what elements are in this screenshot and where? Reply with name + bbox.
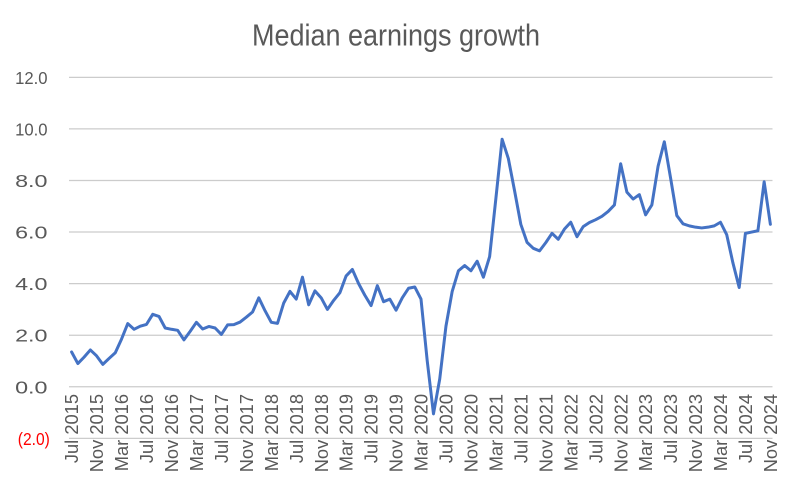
svg-text:(2.0): (2.0) <box>18 429 50 449</box>
svg-text:Nov 2023: Nov 2023 <box>685 394 706 472</box>
svg-text:Nov 2018: Nov 2018 <box>311 394 332 472</box>
svg-text:4.0: 4.0 <box>15 274 47 294</box>
svg-text:Mar 2019: Mar 2019 <box>336 394 357 471</box>
svg-text:Nov 2020: Nov 2020 <box>461 394 482 472</box>
svg-text:Nov 2019: Nov 2019 <box>386 394 407 472</box>
svg-text:Mar 2018: Mar 2018 <box>261 394 282 471</box>
svg-text:Jul 2017: Jul 2017 <box>211 394 232 463</box>
svg-text:Nov 2015: Nov 2015 <box>86 394 107 472</box>
svg-text:Nov 2017: Nov 2017 <box>236 394 257 472</box>
svg-text:12.0: 12.0 <box>15 68 47 88</box>
svg-text:Jul 2021: Jul 2021 <box>510 394 531 463</box>
svg-text:Nov 2024: Nov 2024 <box>760 394 781 472</box>
svg-text:Mar 2024: Mar 2024 <box>710 394 731 471</box>
svg-text:Median earnings growth: Median earnings growth <box>252 18 540 53</box>
svg-text:Mar 2016: Mar 2016 <box>111 394 132 471</box>
svg-text:Nov 2022: Nov 2022 <box>610 394 631 472</box>
svg-text:Mar 2021: Mar 2021 <box>485 394 506 471</box>
svg-text:Jul 2018: Jul 2018 <box>286 394 307 463</box>
svg-text:Jul 2024: Jul 2024 <box>735 394 756 463</box>
svg-text:8.0: 8.0 <box>15 171 47 191</box>
svg-text:0.0: 0.0 <box>15 377 47 397</box>
svg-text:6.0: 6.0 <box>15 223 47 243</box>
svg-text:2.0: 2.0 <box>15 326 47 346</box>
svg-text:Jul 2023: Jul 2023 <box>660 394 681 463</box>
svg-text:Mar 2023: Mar 2023 <box>635 394 656 471</box>
svg-text:Jul 2016: Jul 2016 <box>136 394 157 463</box>
svg-text:Mar 2017: Mar 2017 <box>186 394 207 471</box>
svg-text:Mar 2022: Mar 2022 <box>560 394 581 471</box>
svg-text:Jul 2020: Jul 2020 <box>436 394 457 463</box>
svg-text:Nov 2016: Nov 2016 <box>161 394 182 472</box>
svg-text:Jul 2022: Jul 2022 <box>585 394 606 463</box>
svg-text:Jul 2015: Jul 2015 <box>61 394 82 463</box>
svg-text:10.0: 10.0 <box>15 119 47 139</box>
svg-text:Nov 2021: Nov 2021 <box>535 394 556 472</box>
svg-text:Jul 2019: Jul 2019 <box>361 394 382 463</box>
svg-text:Mar 2020: Mar 2020 <box>411 394 432 471</box>
